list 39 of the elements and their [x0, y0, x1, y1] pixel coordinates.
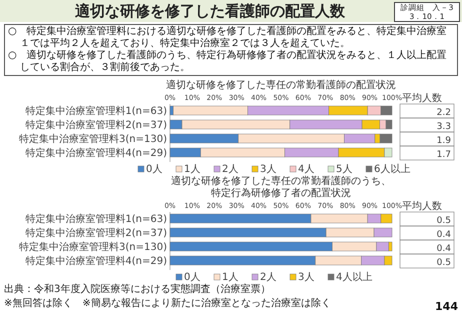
text: 0.4 — [436, 230, 452, 240]
text: 平均人数 — [402, 200, 442, 212]
y-tick-label: 特定集中治療室管理料3(n=130) — [19, 133, 168, 145]
text: ○ 特定集中治療室管理料における適切な研修を修了した看護師の配置をみると、特定集中治療室１では平均２人を超えており、特定集中治療室２では３人を超えていた。 — [8, 26, 448, 50]
text: 0.5 — [436, 216, 451, 226]
legend-label: 4人 — [298, 164, 314, 175]
y-tick-label: 特定集中治療室管理料3(n=130) — [19, 241, 168, 253]
chart-title: 適切な研修を修了した専任の常勤看護師の配置状況 — [166, 79, 396, 91]
legend-label: 4人以上 — [336, 271, 372, 283]
legend-label: 3人 — [298, 272, 314, 283]
legend-label: 6人以上 — [374, 163, 410, 175]
y-tick-label: 特定集中治療室管理料1(n=63) — [25, 213, 168, 225]
legend-label: 5人 — [336, 164, 352, 175]
y-tick-label: 特定集中治療室管理料2(n=37) — [25, 227, 168, 239]
text: 144 — [434, 300, 458, 313]
y-tick-label: 特定集中治療室管理料1(n=63) — [25, 105, 168, 117]
text: 0.5 — [436, 258, 451, 268]
text: ○ 適切な研修を修了した看護師のうち、特定行為研修修了者の配置状況をみると、１人以上配置している割合が、３割前後であった。 — [8, 50, 448, 74]
text: 1.9 — [436, 136, 452, 146]
text: 1.7 — [436, 150, 451, 160]
y-tick-label: 特定集中治療室管理料2(n=37) — [25, 119, 168, 131]
y-tick-label: 特定集中治療室管理料4(n=29) — [25, 255, 168, 267]
chart-subtitle: 特定行為研修修了者の配置状況 — [211, 187, 351, 199]
text: 3.3 — [436, 122, 451, 132]
legend-label: 2人 — [260, 272, 276, 283]
y-tick-label: 特定集中治療室管理料4(n=29) — [25, 147, 168, 159]
text: ※無回答は除く ※簡易な報告により新たに治療室となった治療室は除く — [4, 298, 331, 310]
legend-label: 1人 — [222, 272, 238, 283]
legend-label: 1人 — [184, 164, 200, 175]
text: 2.2 — [436, 108, 451, 118]
legend-label: 0人 — [184, 272, 200, 283]
legend-label: 2人 — [222, 164, 238, 175]
legend-label: 0人 — [146, 164, 162, 175]
legend-label: 3人 — [260, 164, 276, 175]
chart-title: 適切な研修を修了した専任の常勤看護師のうち、 — [171, 175, 391, 187]
text: 平均人数 — [402, 92, 442, 104]
text: 適切な研修を修了した看護師の配置人数 — [74, 2, 346, 20]
text: 0.4 — [436, 244, 452, 254]
source-note: 出典：令和3年度入院医療等における実態調査（治療室票） — [4, 284, 270, 296]
